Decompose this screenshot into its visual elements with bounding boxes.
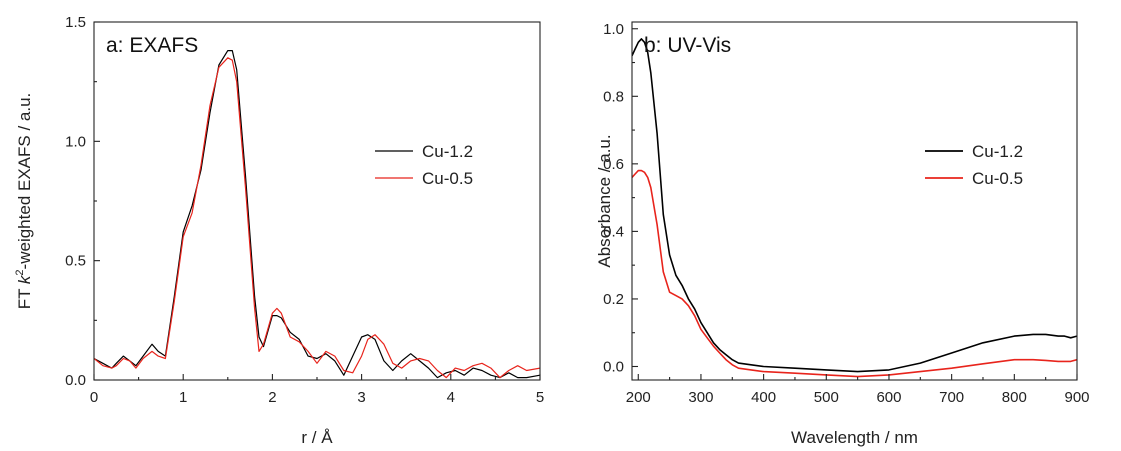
- exafs-x-axis-title: r / Å: [301, 428, 333, 447]
- uvvis-axes-frame: [631, 21, 1078, 381]
- uvvis-x-tick-label: 500: [814, 389, 839, 406]
- uvvis-x-tick-label: 300: [688, 389, 713, 406]
- exafs-legend-label: Cu-0.5: [422, 169, 473, 188]
- exafs-x-tick-label: 4: [447, 389, 455, 406]
- exafs-y-title-pre: FT: [15, 284, 34, 309]
- exafs-legend: Cu-1.2 Cu-0.5: [375, 142, 473, 188]
- uvvis-x-tick-label: 600: [876, 389, 901, 406]
- uvvis-x-axis-title: Wavelength / nm: [791, 428, 918, 447]
- uvvis-x-tick-label: 800: [1002, 389, 1027, 406]
- exafs-y-tick-label: 1.0: [65, 133, 86, 150]
- exafs-series-line-1: [94, 57, 540, 379]
- exafs-y-tick-label: 0.0: [65, 372, 86, 389]
- uvvis-series-line-0: [632, 38, 1077, 373]
- uvvis-x-tick-label: 700: [939, 389, 964, 406]
- uvvis-y-tick-label: 0.6: [603, 156, 624, 173]
- uvvis-y-tick-label: 0.8: [603, 88, 624, 105]
- exafs-x-tick-label: 1: [179, 389, 187, 406]
- exafs-x-tick-label: 2: [268, 389, 276, 406]
- uvvis-y-tick-label: 1.0: [603, 21, 624, 38]
- exafs-ticks: 0 1 2 3 4 5 0.0 0.5 1.0 1.5: [65, 14, 544, 406]
- exafs-title: a: EXAFS: [106, 34, 198, 57]
- uvvis-ticks: 200 300 400 500 600 700 800 900 0.0 0.2 0.4 0.6 0.8 1…: [603, 21, 1089, 406]
- exafs-y-title-sup: 2: [14, 269, 26, 275]
- exafs-series-line-0: [94, 50, 540, 379]
- uvvis-y-tick-label: 0.4: [603, 223, 624, 240]
- exafs-y-title-k: k: [15, 274, 34, 284]
- exafs-x-tick-label: 0: [90, 389, 98, 406]
- exafs-x-tick-label: 3: [357, 389, 365, 406]
- exafs-panel: 0 1 2 3 4 50.00.51.01.5 a: EXAFS r / Å FT k2-…: [14, 14, 544, 447]
- exafs-x-tick-label: 5: [536, 389, 544, 406]
- exafs-y-tick-label: 0.5: [65, 253, 86, 270]
- uvvis-legend-label: Cu-0.5: [972, 169, 1023, 188]
- uvvis-x-tick-label: 200: [626, 389, 651, 406]
- exafs-y-axis-title: FT k2-weighted EXAFS / a.u.: [14, 93, 34, 310]
- uvvis-title: b: UV-Vis: [644, 34, 731, 57]
- exafs-plot-area: [94, 50, 540, 379]
- uvvis-panel: 200 300 400 500 600 700 800 900 0.0 0.2 0.4 0.6 0.8 1…: [595, 21, 1090, 447]
- exafs-y-tick-label: 1.5: [65, 14, 86, 31]
- exafs-y-title-post: -weighted EXAFS / a.u.: [15, 93, 34, 270]
- uvvis-plot-area: [632, 38, 1077, 378]
- uvvis-y-tick-label: 0.0: [603, 358, 624, 375]
- uvvis-y-tick-label: 0.2: [603, 291, 624, 308]
- uvvis-legend-label: Cu-1.2: [972, 142, 1023, 161]
- uvvis-x-tick-label: 400: [751, 389, 776, 406]
- uvvis-x-tick-label: 900: [1064, 389, 1089, 406]
- uvvis-series-line-1: [632, 169, 1077, 378]
- uvvis-legend: Cu-1.2 Cu-0.5: [925, 142, 1023, 188]
- uvvis-y-axis-title: Absorbance / a.u.: [595, 134, 614, 267]
- exafs-legend-label: Cu-1.2: [422, 142, 473, 161]
- exafs-axes-frame: [93, 21, 541, 381]
